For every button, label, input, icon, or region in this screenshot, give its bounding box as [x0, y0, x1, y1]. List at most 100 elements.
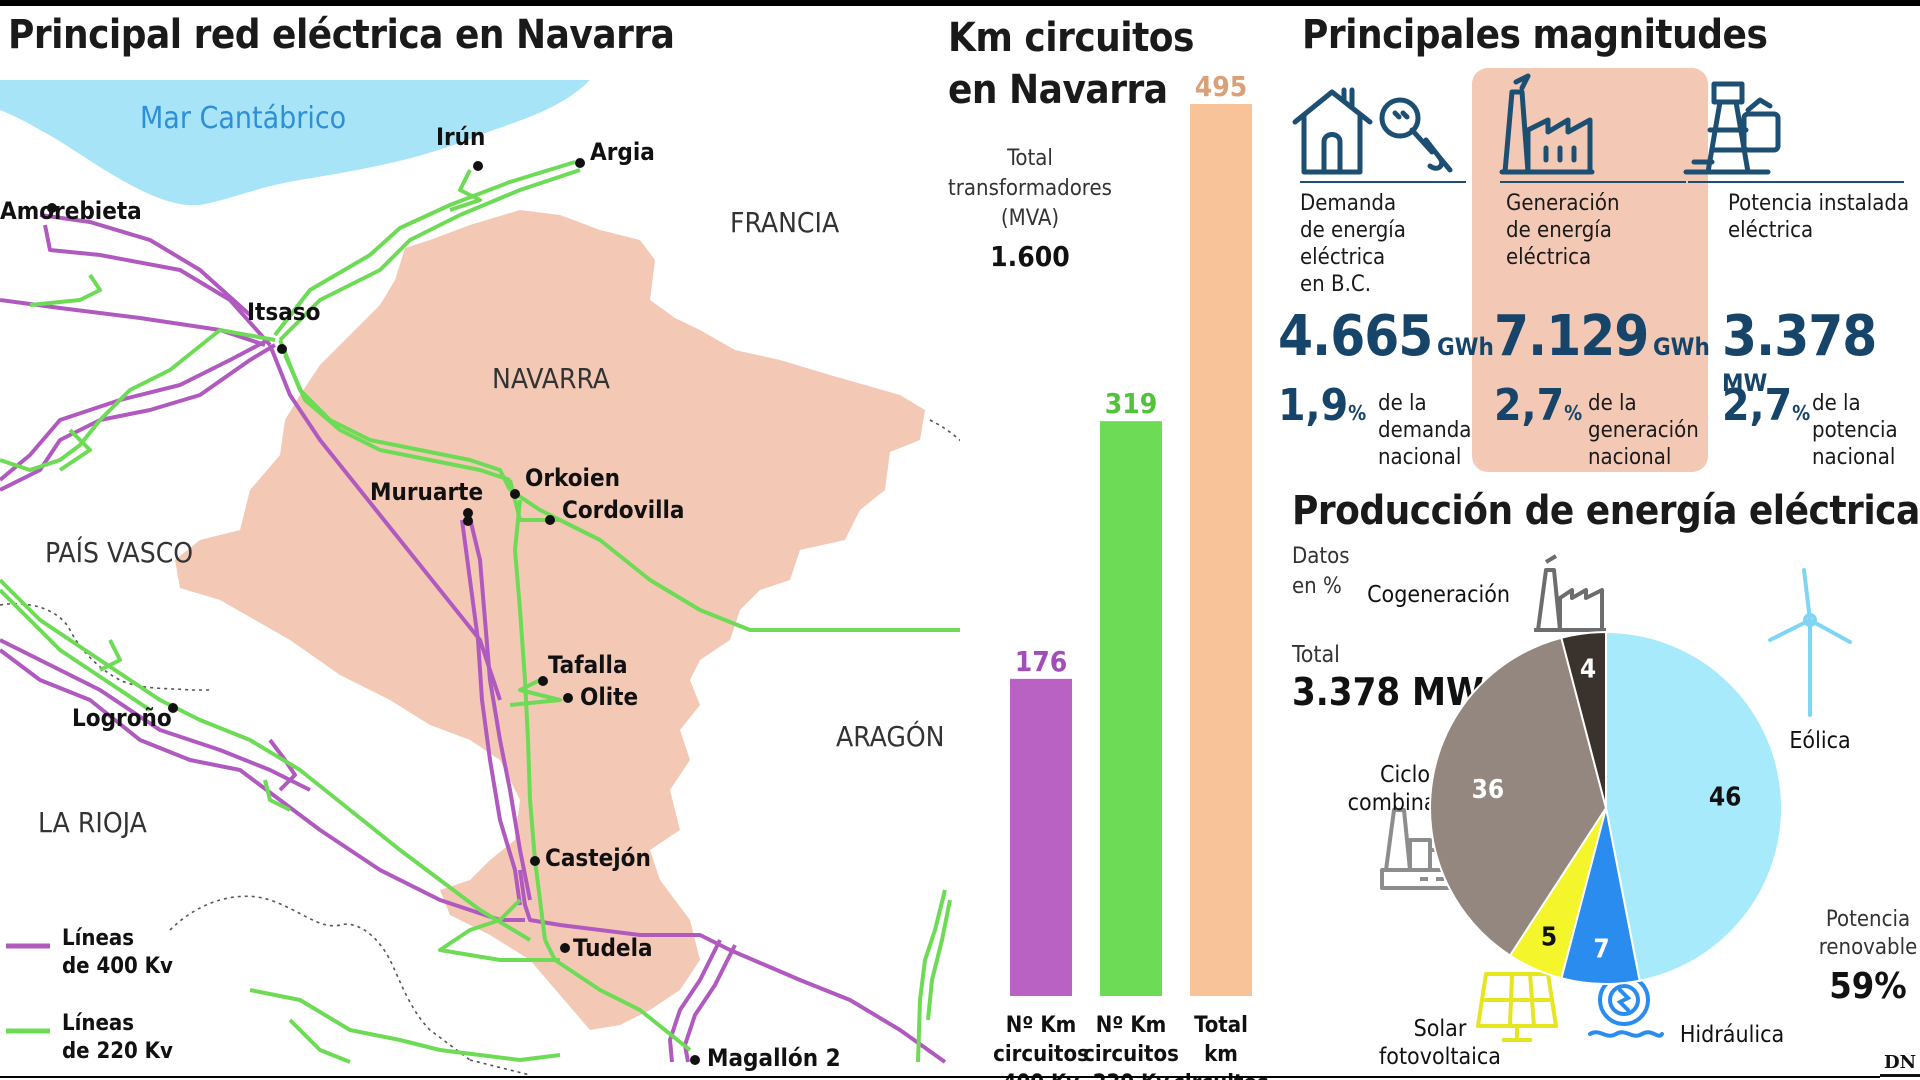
label-hidraulica: Hidráulica	[1680, 1022, 1784, 1048]
power-pct-label: de la potencia nacional	[1812, 390, 1898, 471]
city-orkoien: Orkoien	[525, 464, 620, 492]
city-tafalla: Tafalla	[548, 651, 628, 679]
label-solar-2: fotovoltaica	[1379, 1044, 1501, 1070]
power-label-1: Potencia instalada	[1728, 191, 1910, 216]
region-borders	[0, 419, 960, 1076]
demand-unit: GWh	[1436, 333, 1494, 361]
bar-category-label-3-1: Total	[1194, 1013, 1248, 1038]
production-subtitle-1: Datos	[1292, 544, 1350, 569]
production-subtitle-2: en %	[1292, 574, 1342, 599]
production-total-value: 3.378 MW	[1292, 670, 1484, 714]
city-dots	[47, 158, 700, 1065]
city-castejon: Castejón	[545, 844, 651, 872]
region-pais-vasco: PAÍS VASCO	[45, 535, 193, 569]
power-pct-label-3: nacional	[1812, 445, 1896, 470]
bar-category-label-3-3: circuitos	[1173, 1071, 1269, 1080]
generation-pct-label: de la generación nacional	[1588, 390, 1699, 471]
lines-400kv	[0, 213, 947, 1064]
power-pct-symbol: %	[1792, 401, 1811, 425]
generation-pct: 2,7%	[1494, 380, 1582, 431]
demand-pct-label-3: nacional	[1378, 445, 1462, 470]
brand-logo: DN	[1880, 1052, 1920, 1077]
sea-area	[0, 80, 590, 206]
pie-slice-5	[1560, 630, 1607, 809]
power-pct: 2,7%	[1722, 380, 1810, 431]
city-olite: Olite	[580, 683, 638, 711]
demand-label-1: Demanda	[1300, 191, 1397, 216]
power-tower-icon	[1683, 81, 1781, 175]
demand-pct: 1,9%	[1278, 380, 1366, 431]
city-tudela: Tudela	[573, 934, 653, 962]
generation-pct-value: 2,7	[1494, 380, 1565, 431]
pie-value-label-5: 4	[1580, 654, 1596, 684]
city-itsaso: Itsaso	[247, 298, 320, 326]
legend-400-line2: de 400 Kv	[62, 954, 173, 979]
house-icon	[1292, 87, 1373, 175]
demand-value-row: 4.665 GWh	[1278, 304, 1494, 369]
bar-value-label-2: 319	[1105, 387, 1158, 420]
legend-220-line2: de 220 Kv	[62, 1039, 173, 1064]
city-irun: Irún	[436, 123, 485, 151]
bar-category-label-1-1: Nº Km	[1006, 1013, 1077, 1038]
transformers-value: 1.600	[990, 240, 1070, 273]
legend-400-line1: Líneas	[62, 926, 134, 951]
demand-label-4: en B.C.	[1300, 272, 1371, 297]
bar-category-label-2-1: Nº Km	[1096, 1013, 1167, 1038]
region-aragon: ARAGÓN	[836, 719, 945, 753]
generation-label-3: eléctrica	[1506, 245, 1592, 270]
bar-category-label-2-3: 220 Kv	[1093, 1071, 1170, 1080]
bar-category-label-3-2: km	[1204, 1042, 1238, 1067]
power-label: Potencia instalada eléctrica	[1728, 190, 1909, 244]
km-title-line2: en Navarra	[948, 67, 1168, 113]
generation-label-2: de energía	[1506, 218, 1612, 243]
transformers-label-2: transformadores	[948, 176, 1112, 201]
map-legend: Líneas de 400 Kv Líneas de 220 Kv	[6, 926, 173, 1064]
km-title-line1: Km circuitos	[948, 15, 1194, 61]
label-eolica: Eólica	[1789, 728, 1850, 754]
production-subtitle: Datos en %	[1292, 542, 1350, 602]
plug-icon	[1379, 97, 1453, 173]
city-amorebieta: Amorebieta	[0, 197, 142, 225]
bottom-rule	[0, 1076, 1880, 1078]
magnitudes-title: Principales magnitudes	[1302, 12, 1768, 58]
generation-label: Generación de energía eléctrica	[1506, 190, 1620, 271]
label-solar-1: Solar	[1414, 1016, 1467, 1042]
power-unit: MW	[1722, 369, 1768, 397]
cogeneration-icon	[1534, 554, 1606, 632]
magnitudes-icons	[1292, 73, 1904, 183]
navarra-area	[175, 210, 925, 1030]
bar-category-label-1-3: 400 Kv	[1003, 1071, 1080, 1080]
network-map: Mar Cantábrico FRANCIA NAVARRA PAÍS VASC…	[0, 80, 960, 1076]
city-logrono: Logroño	[72, 704, 172, 732]
city-muruarte: Muruarte	[370, 478, 483, 506]
demand-pct-label-1: de la	[1378, 391, 1427, 416]
generation-unit: GWh	[1652, 333, 1710, 361]
power-value-row: 3.378 MW	[1722, 304, 1920, 397]
transformers-label-1: Total	[1007, 146, 1053, 171]
pie-value-label-3: 5	[1541, 923, 1557, 953]
sea-label: Mar Cantábrico	[140, 101, 346, 136]
generation-pct-label-3: nacional	[1588, 445, 1672, 470]
power-value: 3.378	[1722, 304, 1877, 369]
bar-category-label-1-2: circuitos	[993, 1042, 1089, 1067]
km-title: Km circuitos en Navarra	[948, 12, 1194, 116]
renewable-label-1: Potencia	[1826, 907, 1910, 932]
hydro-icon	[1588, 974, 1664, 1038]
power-pct-label-2: potencia	[1812, 418, 1898, 443]
city-cordovilla: Cordovilla	[562, 496, 684, 524]
transformers-label-3: (MVA)	[1000, 206, 1060, 231]
factory-icon	[1499, 73, 1595, 175]
demand-value: 4.665	[1278, 304, 1433, 369]
top-rule	[0, 0, 1920, 6]
legend-220-line1: Líneas	[62, 1011, 134, 1036]
generation-label-1: Generación	[1506, 191, 1620, 216]
demand-pct-value: 1,9	[1278, 380, 1349, 431]
bar-3	[1190, 104, 1252, 996]
renewable-label-2: renovable	[1819, 935, 1918, 960]
power-pct-value: 2,7	[1722, 380, 1793, 431]
region-la-rioja: LA RIOJA	[38, 806, 148, 839]
production-total-label: Total	[1292, 642, 1340, 668]
demand-label-2: de energía	[1300, 218, 1406, 243]
generation-value-row: 7.129 GWh	[1494, 304, 1710, 369]
